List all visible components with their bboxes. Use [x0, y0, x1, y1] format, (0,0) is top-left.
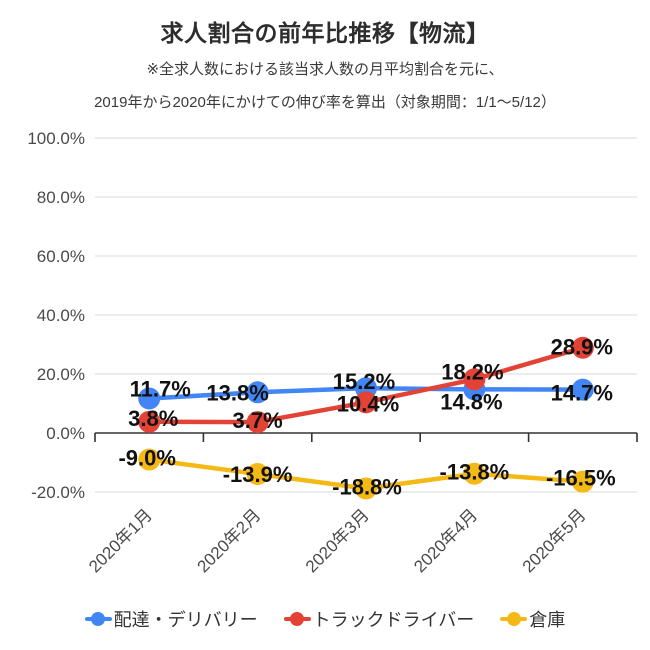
y-axis-tick-label: 0.0% — [46, 424, 85, 443]
data-point — [463, 368, 486, 391]
data-point-label: 13.8% — [206, 380, 268, 405]
x-axis-label: 2020年1月 — [85, 505, 156, 576]
data-point — [571, 336, 594, 359]
data-point — [138, 387, 161, 410]
data-point-label: 3.7% — [233, 408, 283, 433]
data-point-label: 15.2% — [333, 369, 395, 394]
chart-subtitle-line1: ※全求人数における該当求人数の月平均割合を元に、 — [146, 61, 504, 78]
legend-line-dot-icon — [84, 612, 112, 627]
data-point — [355, 477, 377, 500]
chart-subtitle-line2: 2019年から2020年にかけての伸び率を算出（対象期間：1/1〜5/12） — [94, 94, 556, 111]
legend-item-delivery: 配達・デリバリー — [84, 606, 258, 632]
y-axis-tick-label: -20.0% — [31, 483, 85, 502]
y-axis-tick-label: 80.0% — [37, 188, 85, 207]
data-point-label: 14.8% — [440, 389, 502, 414]
data-point-label: -18.8% — [332, 474, 402, 499]
y-axis-tick-label: 20.0% — [37, 365, 85, 384]
data-point-label: 11.7% — [130, 376, 191, 401]
legend-line-dot-icon — [283, 612, 311, 627]
data-point — [355, 391, 377, 414]
data-point-label: -13.8% — [440, 460, 510, 485]
data-point-label: 14.7% — [551, 381, 613, 406]
y-axis-tick-label: 100.0% — [27, 129, 85, 148]
data-point-label: 28.9% — [551, 335, 613, 360]
legend-item-truck-driver: トラックドライバー — [283, 606, 475, 632]
data-point — [246, 411, 269, 434]
data-point-label: 3.8% — [128, 406, 178, 431]
legend-label-truck-driver: トラックドライバー — [312, 610, 475, 630]
data-point — [246, 463, 269, 486]
data-point-label: 18.2% — [441, 359, 503, 384]
data-point — [138, 448, 161, 471]
chart-legend: 配達・デリバリー トラックドライバー 倉庫 — [0, 606, 650, 632]
legend-label-delivery: 配達・デリバリー — [113, 610, 258, 630]
legend-label-warehouse: 倉庫 — [529, 610, 566, 630]
data-point — [571, 378, 594, 401]
x-axis-label: 2020年4月 — [410, 505, 481, 576]
data-point-label: -16.5% — [546, 466, 616, 491]
y-axis-tick-label: 40.0% — [37, 306, 85, 325]
x-axis-label: 2020年3月 — [302, 505, 373, 576]
legend-item-warehouse: 倉庫 — [500, 606, 565, 632]
data-point-label: -9.0% — [118, 446, 175, 471]
data-point — [463, 462, 486, 485]
x-axis-label: 2020年2月 — [194, 505, 265, 576]
y-axis-tick-label: 60.0% — [37, 247, 85, 266]
data-point-label: 10.4% — [337, 391, 399, 416]
data-point-label: -13.9% — [223, 462, 293, 487]
data-point — [246, 381, 269, 404]
data-point — [138, 410, 161, 433]
x-axis-label: 2020年5月 — [519, 505, 590, 576]
chart-title: 求人割合の前年比推移【物流】 — [160, 20, 490, 46]
legend-line-dot-icon — [500, 612, 528, 627]
data-point — [571, 470, 594, 493]
